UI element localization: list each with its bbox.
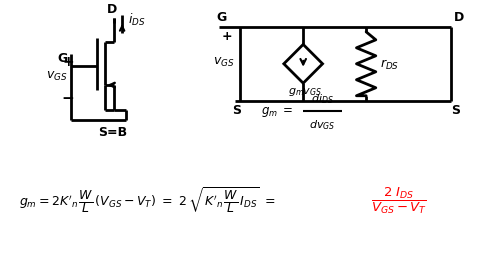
Text: D: D (107, 3, 118, 16)
Text: $g_m = 2K'_n\,\dfrac{W}{L}\,(V_{GS}-V_T)\ =\ 2\,\sqrt{K'_n\,\dfrac{W}{L}\,I_{DS}: $g_m = 2K'_n\,\dfrac{W}{L}\,(V_{GS}-V_T)… (19, 185, 276, 214)
Text: $\dfrac{2\ I_{DS}}{V_{GS}-V_T}$: $\dfrac{2\ I_{DS}}{V_{GS}-V_T}$ (371, 184, 427, 215)
Text: $dv_{GS}$: $dv_{GS}$ (310, 118, 336, 131)
Text: −: − (62, 91, 74, 106)
Text: $i_{DS}$: $i_{DS}$ (128, 12, 145, 28)
Text: G: G (216, 11, 226, 24)
Text: S: S (233, 104, 242, 117)
Text: D: D (454, 11, 464, 24)
Text: +: + (62, 55, 74, 69)
Text: S=B: S=B (98, 125, 127, 138)
Text: $v_{GS}$: $v_{GS}$ (47, 70, 68, 83)
Text: S: S (451, 104, 460, 117)
Text: $g_m\ =\ $: $g_m\ =\ $ (261, 105, 294, 119)
Text: $r_{DS}$: $r_{DS}$ (380, 57, 399, 72)
Text: +: + (221, 30, 232, 43)
Text: $di_{DS}$: $di_{DS}$ (311, 92, 334, 106)
Text: G: G (58, 52, 68, 65)
Text: $g_m v_{GS}$: $g_m v_{GS}$ (288, 86, 322, 98)
Text: $v_{GS}$: $v_{GS}$ (213, 56, 235, 69)
